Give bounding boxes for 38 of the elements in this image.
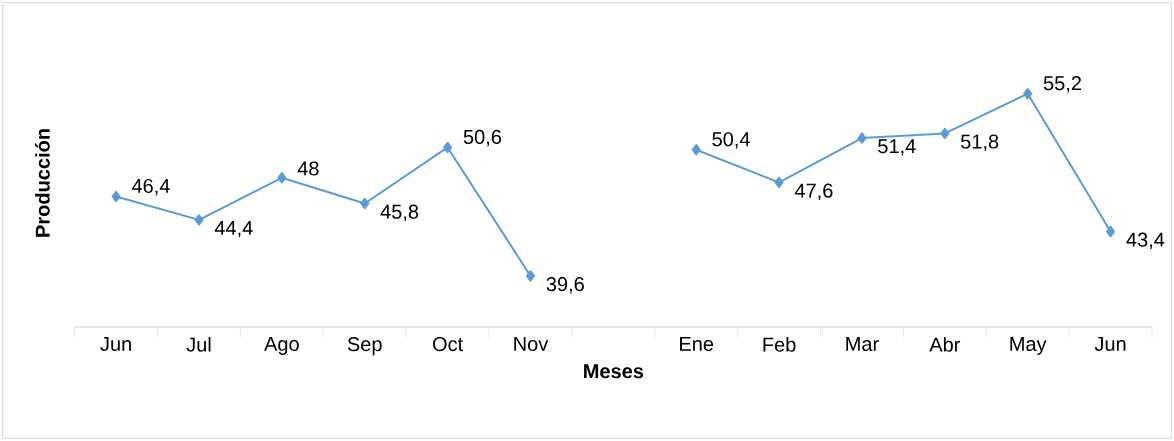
x-tick-label: Feb	[763, 337, 796, 352]
x-tick-label: Mar	[846, 337, 879, 351]
y-axis-title: Producción	[34, 129, 50, 237]
data-label: 55,2	[1043, 76, 1081, 93]
x-axis-title: Meses	[584, 364, 644, 379]
point	[774, 176, 784, 189]
point	[940, 127, 950, 140]
x-tick-label: Jul	[186, 337, 211, 352]
point	[1023, 88, 1033, 100]
point	[443, 141, 453, 154]
data-label: 44,4	[214, 221, 253, 238]
data-label: 51,4	[878, 139, 916, 156]
x-tick-label: Ene	[680, 337, 714, 351]
x-tick-label: Abr	[929, 337, 961, 352]
point	[1106, 225, 1116, 238]
point	[691, 144, 701, 156]
data-label: 48	[297, 161, 319, 176]
data-label: 50,4	[712, 132, 750, 149]
point	[525, 270, 535, 282]
data-label: 46,4	[131, 178, 170, 196]
x-tick-label: Nov	[514, 337, 549, 351]
data-label: 51,8	[961, 134, 999, 151]
x-tick-label: Jun	[1094, 337, 1126, 351]
x-tick-label: Ago	[264, 337, 299, 355]
x-tick-label: Oct	[432, 337, 464, 352]
x-tick-label: May	[1010, 337, 1047, 355]
x-tick-label: Sep	[347, 337, 382, 356]
point	[277, 172, 287, 184]
data-label: 39,6	[546, 277, 584, 294]
point	[111, 190, 121, 203]
point	[194, 214, 204, 226]
point	[857, 132, 867, 144]
x-tick-label: Jun	[100, 337, 131, 351]
data-label: 43,4	[1126, 232, 1165, 250]
point	[360, 197, 370, 210]
data-label: 50,6	[463, 129, 502, 147]
data-label: 47,6	[794, 183, 833, 201]
data-label: 45,8	[380, 204, 419, 222]
